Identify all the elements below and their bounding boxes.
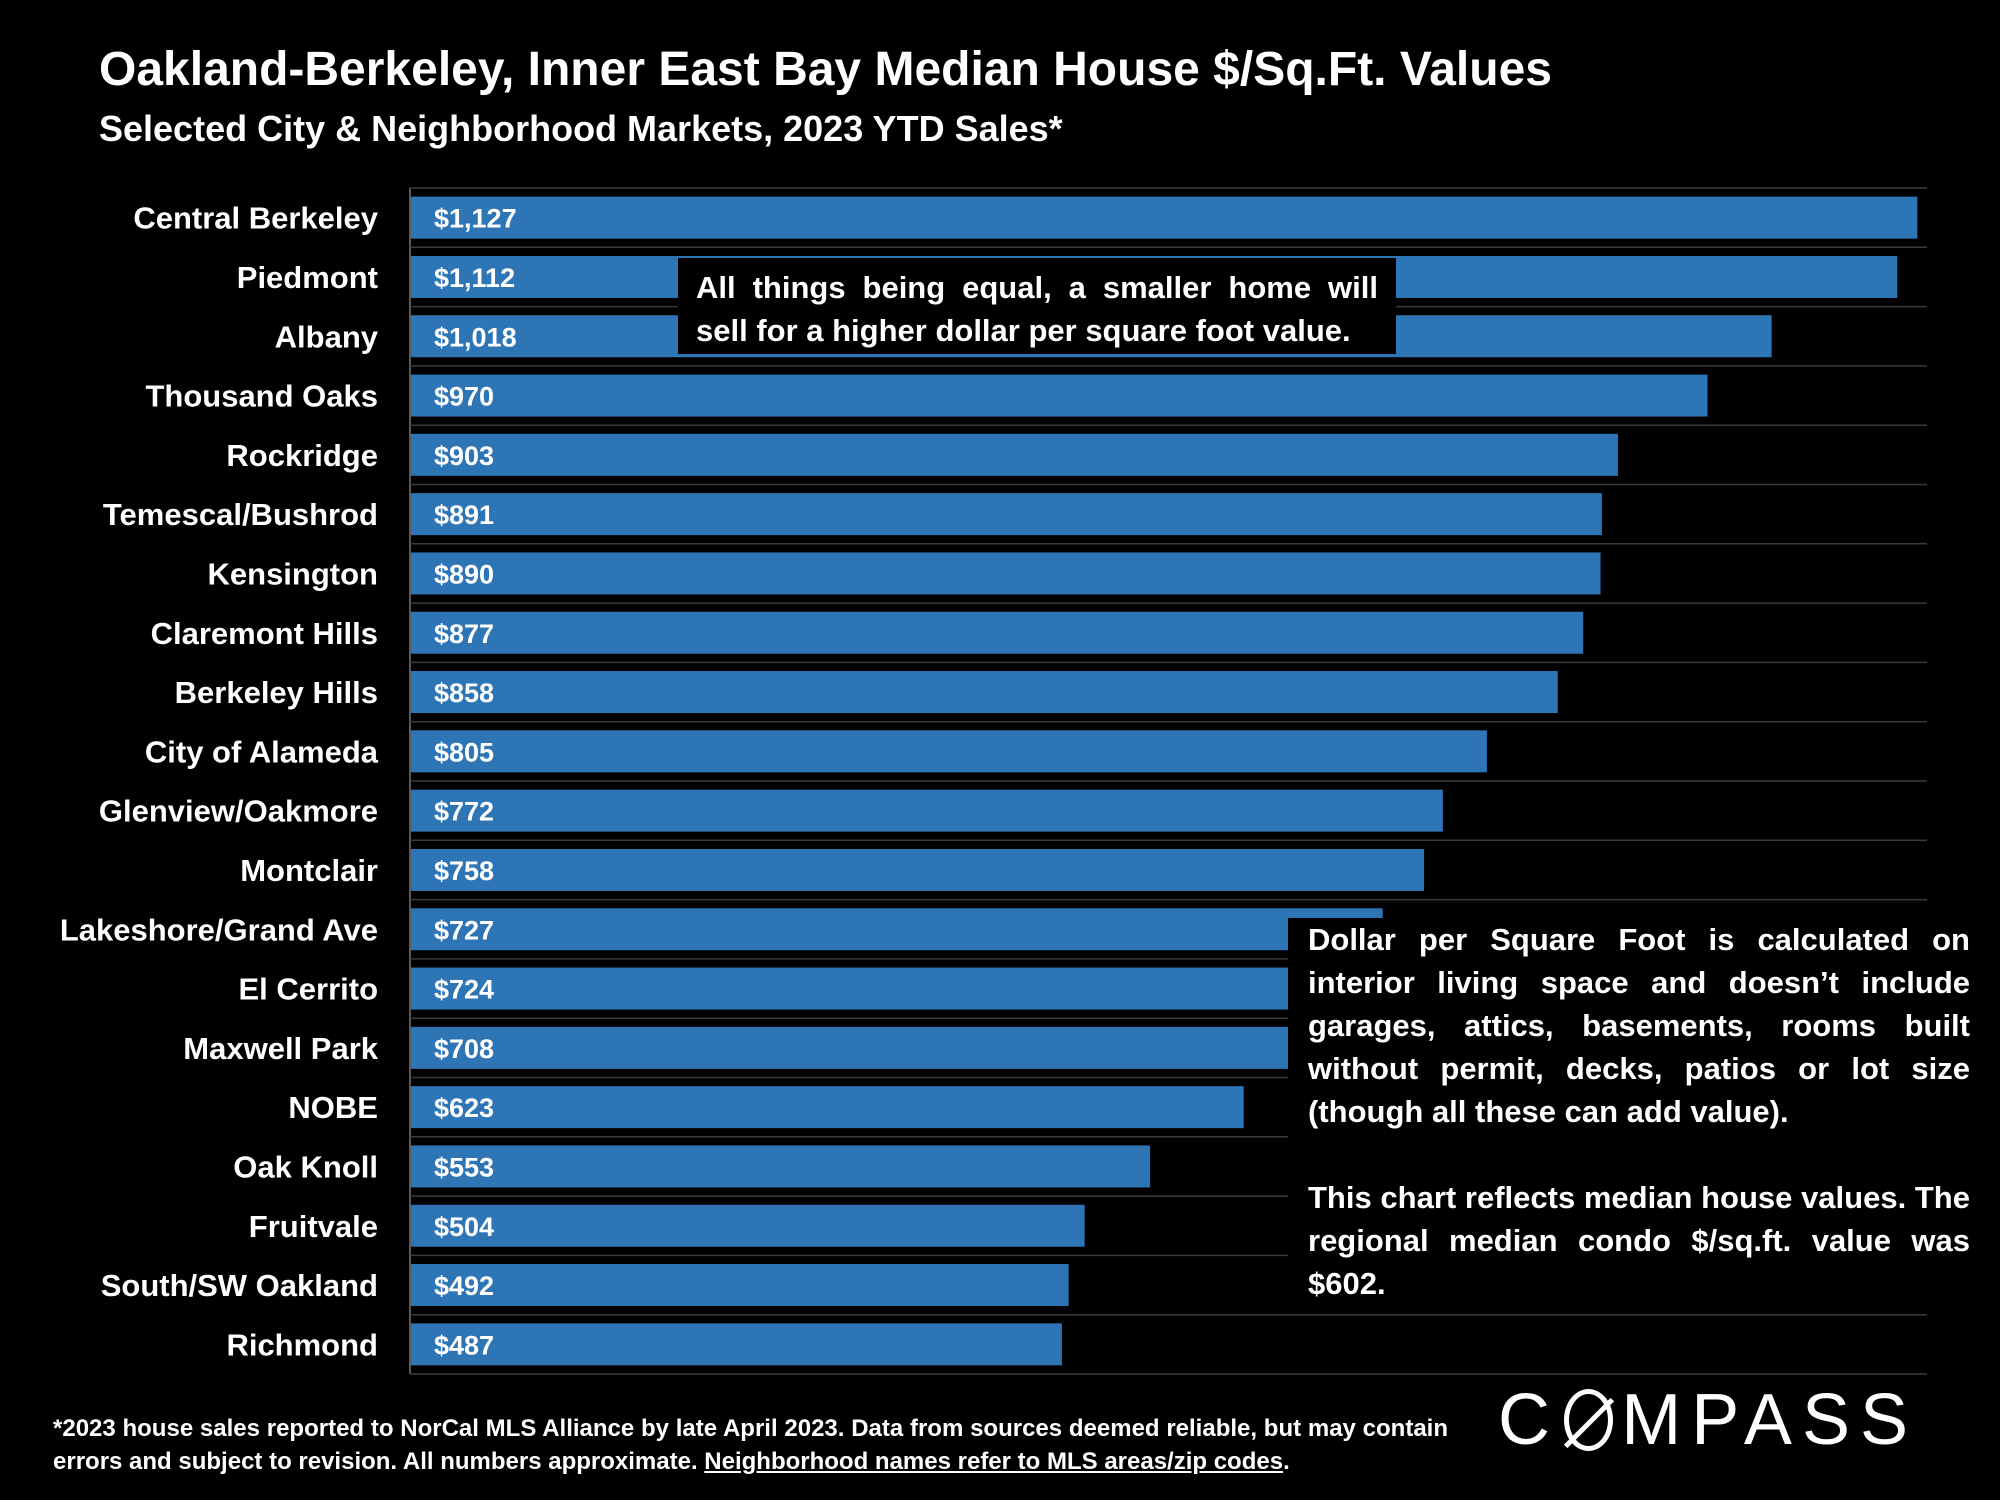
annotation-calc-note: Dollar per Square Foot is calculated on … <box>1308 922 1970 1129</box>
footnote-end: . <box>1283 1448 1290 1475</box>
bar <box>411 1026 1358 1069</box>
bar <box>411 433 1618 476</box>
category-label: Maxwell Park <box>183 1031 378 1066</box>
value-label: $903 <box>434 441 494 471</box>
bar <box>411 1323 1062 1366</box>
category-label: Albany <box>275 319 379 354</box>
value-label: $724 <box>434 975 494 1005</box>
bar <box>411 196 1918 239</box>
bar <box>411 967 1379 1010</box>
category-label: Rockridge <box>226 438 378 473</box>
bar <box>411 611 1584 654</box>
value-label: $805 <box>434 737 494 767</box>
value-labels: $1,127 $1,112 $1,018 $970 $903 $891 $890 $877 $8… <box>434 204 517 1361</box>
bar <box>411 374 1708 417</box>
category-label: Oak Knoll <box>233 1149 378 1184</box>
annotation-smaller-home: All things being equal, a smaller home w… <box>678 258 1396 354</box>
chart-subtitle: Selected City & Neighborhood Markets, 20… <box>99 108 1063 149</box>
bar <box>411 1145 1151 1188</box>
value-label: $1,127 <box>434 204 517 234</box>
annotation-condo-note: This chart reflects median house values.… <box>1308 1180 1970 1301</box>
category-label: City of Alameda <box>145 734 379 769</box>
category-label: South/SW Oakland <box>101 1268 378 1303</box>
category-label: Montclair <box>240 853 378 888</box>
value-label: $858 <box>434 678 494 708</box>
value-label: $891 <box>434 500 494 530</box>
category-label: Fruitvale <box>249 1209 378 1244</box>
category-label: Central Berkeley <box>133 201 378 236</box>
logo-letter-c: C <box>1498 1380 1560 1460</box>
bar <box>411 552 1601 595</box>
category-label: Thousand Oaks <box>145 379 378 414</box>
logo-letters: MPASS <box>1621 1380 1918 1460</box>
value-label: $970 <box>434 382 494 412</box>
category-label: Piedmont <box>237 260 378 295</box>
logo-o-icon <box>1564 1389 1614 1451</box>
footnote-link: Neighborhood names refer to MLS areas/zi… <box>704 1448 1284 1475</box>
bar <box>411 908 1383 951</box>
bar <box>411 671 1558 714</box>
category-labels: Central Berkeley Piedmont Albany Thousand O… <box>60 201 379 1363</box>
compass-logo: C MPASS <box>1498 1380 1918 1460</box>
value-label: $708 <box>434 1034 494 1064</box>
annotation-dollar-per-sqft: Dollar per Square Foot is calculated on … <box>1288 918 1978 1305</box>
category-label: Richmond <box>226 1327 378 1362</box>
value-label: $492 <box>434 1271 494 1301</box>
bar <box>411 789 1443 832</box>
bar <box>411 1086 1244 1129</box>
value-label: $487 <box>434 1330 494 1360</box>
value-label: $504 <box>434 1212 494 1242</box>
value-label: $890 <box>434 559 494 589</box>
chart-title: Oakland-Berkeley, Inner East Bay Median … <box>99 43 1552 96</box>
category-label: NOBE <box>288 1090 378 1125</box>
category-label: Glenview/Oakmore <box>99 794 378 829</box>
value-label: $553 <box>434 1152 494 1182</box>
value-label: $877 <box>434 619 494 649</box>
category-label: Berkeley Hills <box>175 675 378 710</box>
footnote-text: *2023 house sales reported to NorCal MLS… <box>53 1415 1448 1475</box>
category-label: Claremont Hills <box>151 616 378 651</box>
category-label: Lakeshore/Grand Ave <box>60 912 378 947</box>
bar <box>411 1204 1085 1247</box>
annotation-smaller-home-text: All things being equal, a smaller home w… <box>696 270 1378 348</box>
bar <box>411 848 1425 891</box>
value-label: $1,112 <box>434 263 515 293</box>
value-label: $758 <box>434 856 494 886</box>
value-label: $772 <box>434 797 494 827</box>
bar <box>411 730 1487 773</box>
footnote: *2023 house sales reported to NorCal MLS… <box>53 1412 1448 1478</box>
value-label: $1,018 <box>434 322 517 352</box>
category-label: Temescal/Bushrod <box>103 497 378 532</box>
bars <box>411 196 1918 1366</box>
value-label: $623 <box>434 1093 494 1123</box>
category-label: Kensington <box>208 556 379 591</box>
category-label: El Cerrito <box>238 972 378 1007</box>
bar <box>411 1264 1069 1307</box>
bar <box>411 493 1602 536</box>
value-label: $727 <box>434 915 494 945</box>
